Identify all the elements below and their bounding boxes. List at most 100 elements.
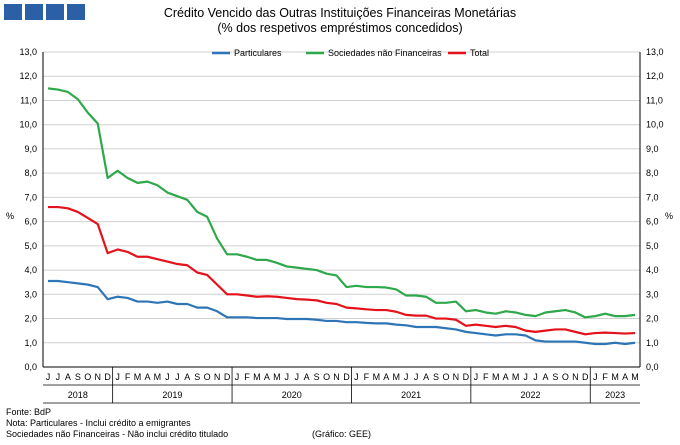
x-tick-label-year: 2023 bbox=[605, 390, 625, 400]
x-tick-label-month: A bbox=[304, 372, 310, 382]
x-tick-label-month: N bbox=[94, 372, 101, 382]
x-tick-label-month: M bbox=[373, 372, 381, 382]
y-tick-label-right: 4,0 bbox=[646, 265, 659, 275]
y-tick-label-right: 12,0 bbox=[646, 71, 664, 81]
x-tick-label-month: F bbox=[483, 372, 489, 382]
series-line-total bbox=[47, 205, 636, 336]
x-tick-label-month: M bbox=[512, 372, 520, 382]
y-tick-label-left: 8,0 bbox=[24, 168, 37, 178]
x-tick-label-month: S bbox=[75, 372, 81, 382]
y-tick-label-right: 9,0 bbox=[646, 144, 659, 154]
y-tick-label-right: 3,0 bbox=[646, 289, 659, 299]
chart-subtitle: (% dos respetivos empréstimos concedidos… bbox=[217, 21, 463, 35]
x-tick-label-month: J bbox=[593, 372, 598, 382]
x-tick-label-year: 2019 bbox=[162, 390, 182, 400]
y-tick-label-left: 7,0 bbox=[24, 192, 37, 202]
x-tick-label-month: D bbox=[104, 372, 111, 382]
x-tick-label-month: J bbox=[285, 372, 290, 382]
x-tick-label-month: A bbox=[622, 372, 628, 382]
x-tick-label-month: A bbox=[184, 372, 190, 382]
x-tick-label-month: J bbox=[474, 372, 479, 382]
x-tick-label-month: J bbox=[414, 372, 419, 382]
x-tick-label-month: F bbox=[602, 372, 608, 382]
footer-note-particulares: Nota: Particulares - Inclui crédito a em… bbox=[6, 418, 191, 428]
series-line-sociedades-n-o-financeiras bbox=[47, 87, 636, 319]
footer-source: Fonte: BdP bbox=[6, 407, 52, 417]
x-tick-label-month: M bbox=[154, 372, 162, 382]
y-axis-label-right: % bbox=[665, 211, 673, 221]
legend-label: Particulares bbox=[234, 48, 282, 58]
y-tick-label-left: 6,0 bbox=[24, 217, 37, 227]
x-tick-label-month: A bbox=[423, 372, 429, 382]
x-tick-label-month: J bbox=[294, 372, 299, 382]
x-tick-label-month: S bbox=[552, 372, 558, 382]
x-tick-label-month: O bbox=[562, 372, 569, 382]
x-tick-label-month: O bbox=[84, 372, 91, 382]
x-tick-label-month: M bbox=[253, 372, 261, 382]
x-tick-label-month: D bbox=[224, 372, 231, 382]
y-tick-label-left: 10,0 bbox=[19, 120, 37, 130]
y-tick-label-left: 4,0 bbox=[24, 265, 37, 275]
x-tick-label-year: 2020 bbox=[282, 390, 302, 400]
x-tick-label-month: N bbox=[572, 372, 579, 382]
x-tick-label-month: N bbox=[214, 372, 221, 382]
x-tick-label-month: J bbox=[354, 372, 359, 382]
x-tick-label-month: F bbox=[244, 372, 250, 382]
x-tick-label-month: M bbox=[273, 372, 281, 382]
y-tick-label-left: 12,0 bbox=[19, 71, 37, 81]
y-tick-label-left: 2,0 bbox=[24, 314, 37, 324]
x-tick-label-month: A bbox=[144, 372, 150, 382]
x-tick-label-month: S bbox=[433, 372, 439, 382]
series-line-particulares bbox=[47, 279, 636, 346]
legend-label: Sociedades não Financeiras bbox=[328, 48, 442, 58]
x-tick-label-month: J bbox=[56, 372, 61, 382]
y-tick-label-right: 5,0 bbox=[646, 241, 659, 251]
line-chart: 0,0 0,0 1,0 1,0 2,0 2,0 3,0 3,0 4,0 4,0 5,0 5,0 6,0 6… bbox=[6, 47, 673, 404]
y-tick-label-left: 1,0 bbox=[24, 338, 37, 348]
y-tick-label-left: 3,0 bbox=[24, 289, 37, 299]
x-tick-label-month: S bbox=[194, 372, 200, 382]
y-tick-label-right: 1,0 bbox=[646, 338, 659, 348]
x-tick-label-month: S bbox=[314, 372, 320, 382]
x-tick-label-month: A bbox=[542, 372, 548, 382]
x-tick-label-year: 2022 bbox=[521, 390, 541, 400]
y-tick-label-right: 10,0 bbox=[646, 120, 664, 130]
footer-note-snf: Sociedades não Financeiras - Não inclui … bbox=[6, 429, 229, 439]
x-tick-label-month: J bbox=[165, 372, 170, 382]
x-tick-label-month: M bbox=[134, 372, 142, 382]
x-tick-label-month: D bbox=[582, 372, 589, 382]
x-tick-label-month: F bbox=[125, 372, 131, 382]
x-tick-label-month: J bbox=[523, 372, 528, 382]
y-tick-label-right: 2,0 bbox=[646, 314, 659, 324]
chart-title: Crédito Vencido das Outras Instituições … bbox=[163, 6, 517, 20]
x-tick-label-year: 2021 bbox=[401, 390, 421, 400]
y-tick-label-right: 11,0 bbox=[646, 95, 663, 105]
x-tick-label-month: O bbox=[323, 372, 330, 382]
x-tick-label-month: O bbox=[442, 372, 449, 382]
x-tick-label-month: M bbox=[611, 372, 619, 382]
x-tick-label-month: J bbox=[46, 372, 51, 382]
bdp-logo-icon bbox=[4, 4, 85, 20]
y-tick-label-right: 13,0 bbox=[646, 47, 664, 57]
y-axis-label-left: % bbox=[6, 211, 14, 221]
y-tick-label-left: 5,0 bbox=[24, 241, 37, 251]
x-tick-label-month: J bbox=[235, 372, 240, 382]
x-tick-label-month: J bbox=[175, 372, 180, 382]
x-tick-label-month: M bbox=[392, 372, 400, 382]
x-tick-label-month: O bbox=[204, 372, 211, 382]
y-tick-label-right: 6,0 bbox=[646, 217, 659, 227]
x-tick-label-month: A bbox=[264, 372, 270, 382]
x-tick-label-month: M bbox=[492, 372, 500, 382]
x-tick-label-month: N bbox=[453, 372, 460, 382]
y-tick-label-left: 9,0 bbox=[24, 144, 37, 154]
x-tick-label-month: F bbox=[364, 372, 370, 382]
legend-label: Total bbox=[470, 48, 489, 58]
x-tick-label-month: D bbox=[343, 372, 350, 382]
y-tick-label-left: 11,0 bbox=[20, 95, 37, 105]
x-tick-label-month: A bbox=[65, 372, 71, 382]
y-tick-label-right: 0,0 bbox=[646, 362, 659, 372]
y-tick-label-left: 0,0 bbox=[24, 362, 37, 372]
y-tick-label-right: 8,0 bbox=[646, 168, 659, 178]
x-tick-label-month: A bbox=[383, 372, 389, 382]
x-tick-label-month: J bbox=[115, 372, 120, 382]
